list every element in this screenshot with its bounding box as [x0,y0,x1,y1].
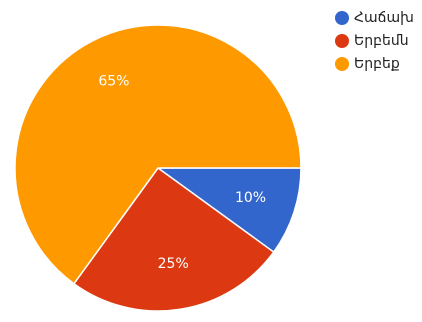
legend: Հաճախ Երբեմն Երբեք [335,10,414,72]
legend-label: Երբեք [354,56,400,72]
pie-slice-1 [155,167,302,254]
slice-percent-label: 10% [235,190,266,206]
pie-slice-2 [72,166,275,312]
slice-percent-label: 65% [98,73,129,89]
pie-slices [14,24,302,312]
legend-label: Երբեմն [354,33,409,49]
pie-slice-3 [14,24,302,285]
pie-labels: 10% 25% 65% [98,73,266,272]
legend-swatch [335,34,349,48]
legend-swatch [335,11,349,25]
slice-percent-label: 25% [158,256,189,272]
legend-swatch [335,57,349,71]
legend-label: Հաճախ [354,10,414,26]
